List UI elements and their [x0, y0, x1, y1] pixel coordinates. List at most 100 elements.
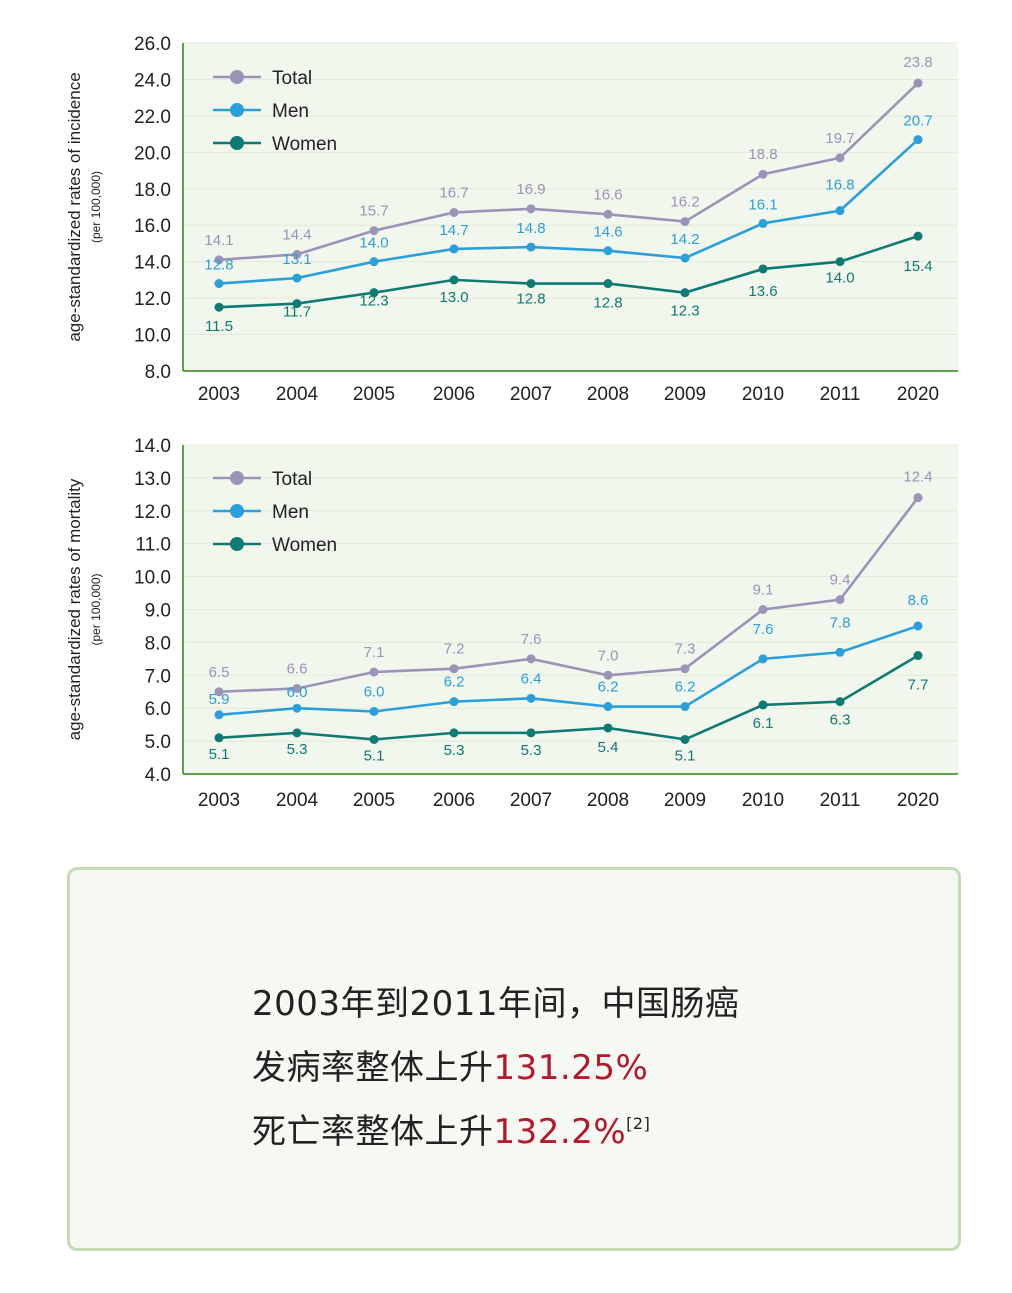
incidence-x-tick-label: 2003: [198, 384, 240, 405]
mortality-x-tick-label: 2009: [664, 790, 706, 811]
mortality-y-axis-subtitle: (per 100,000): [89, 573, 103, 645]
mortality-y-tick-label: 10.0: [134, 568, 171, 589]
mortality-legend-label-men: Men: [272, 502, 309, 523]
incidence-x-tick-label: 2006: [433, 384, 475, 405]
mortality-point-women: [449, 728, 459, 738]
incidence-data-label-men: 16.8: [825, 177, 854, 194]
mortality-x-tick-label: 2005: [353, 790, 395, 811]
incidence-point-women: [449, 275, 459, 285]
mortality-point-total: [449, 664, 459, 674]
mortality-point-total: [292, 683, 302, 693]
mortality-legend-marker-women: [230, 537, 244, 551]
incidence-point-men: [449, 244, 459, 254]
mortality-point-total: [913, 493, 923, 503]
incidence-point-men: [214, 279, 224, 289]
mortality-point-men: [369, 706, 379, 716]
mortality-legend-marker-total: [230, 471, 244, 485]
mortality-y-tick-label: 11.0: [135, 535, 171, 556]
incidence-point-total: [758, 169, 768, 179]
mortality-point-total: [835, 595, 845, 605]
incidence-x-tick-label: 2008: [587, 384, 629, 405]
mortality-y-tick-label: 6.0: [145, 699, 171, 720]
mortality-data-label-women: 7.7: [908, 677, 929, 694]
incidence-x-tick-label: 2007: [510, 384, 552, 405]
mortality-point-women: [369, 734, 379, 744]
incidence-legend-marker-men: [230, 103, 244, 117]
mortality-data-label-total: 6.6: [287, 660, 308, 677]
mortality-data-label-men: 5.9: [209, 691, 230, 708]
incidence-point-total: [835, 153, 845, 163]
mortality-point-men: [680, 702, 690, 712]
mortality-data-label-men: 7.8: [830, 614, 851, 631]
mortality-point-men: [449, 697, 459, 707]
incidence-point-men: [526, 242, 536, 252]
mortality-x-tick-label: 2020: [897, 790, 939, 811]
mortality-data-label-men: 6.2: [598, 679, 619, 696]
incidence-y-tick-label: 22.0: [134, 107, 171, 128]
summary-line-1: 2003年到2011年间，中国肠癌: [252, 976, 740, 1025]
incidence-series-line-women: [218, 234, 919, 309]
incidence-point-women: [292, 299, 302, 309]
incidence-legend-label-men: Men: [272, 101, 309, 122]
incidence-data-label-women: 13.6: [748, 283, 777, 300]
mortality-point-total: [680, 664, 690, 674]
incidence-series-line-men: [218, 138, 919, 285]
incidence-point-total: [292, 249, 302, 259]
mortality-data-label-total: 7.0: [598, 647, 619, 664]
mortality-x-tick-label: 2011: [820, 790, 861, 811]
incidence-point-men: [369, 257, 379, 267]
incidence-chart-svg: 8.0 10.0 12.0 14.0 16.0 18.0 20.0 22.0 24.0 26.0 2…: [65, 34, 958, 405]
incidence-point-total: [369, 226, 379, 236]
mortality-point-women: [526, 728, 536, 738]
incidence-data-label-men: 13.1: [282, 251, 311, 268]
incidence-data-label-total: 14.1: [204, 232, 233, 249]
mortality-point-women: [680, 734, 690, 744]
mortality-data-label-women: 5.1: [675, 747, 696, 764]
mortality-legend-label-women: Women: [272, 535, 337, 556]
incidence-chart: 8.0 10.0 12.0 14.0 16.0 18.0 20.0 22.0 24.0 26.0 2…: [0, 0, 1012, 420]
mortality-point-men: [214, 710, 224, 720]
mortality-data-label-men: 6.2: [675, 679, 696, 696]
mortality-point-women: [913, 651, 923, 661]
incidence-legend-marker-total: [230, 70, 244, 84]
mortality-rise-value: 132.2%: [493, 1112, 627, 1152]
mortality-point-total: [526, 654, 536, 664]
incidence-data-label-total: 16.9: [516, 181, 545, 198]
mortality-rise-label: 死亡率整体上升: [252, 1112, 494, 1152]
mortality-point-women: [603, 723, 613, 733]
incidence-y-tick-label: 20.0: [134, 143, 171, 164]
incidence-data-label-women: 14.0: [825, 270, 854, 287]
mortality-data-label-men: 8.6: [908, 592, 929, 609]
incidence-point-men: [603, 246, 613, 256]
mortality-y-axis-title: age-standardized rates of mortality: [65, 478, 84, 740]
mortality-point-total: [214, 687, 224, 697]
mortality-data-label-women: 5.3: [287, 741, 308, 758]
mortality-data-label-total: 7.2: [444, 641, 465, 658]
mortality-series-line-women: [218, 654, 919, 741]
mortality-data-label-total: 7.3: [675, 641, 696, 658]
incidence-point-total: [526, 204, 536, 214]
incidence-data-label-men: 14.7: [439, 222, 468, 239]
incidence-point-women: [758, 264, 768, 274]
mortality-point-total: [369, 667, 379, 677]
mortality-point-women: [214, 733, 224, 743]
mortality-y-tick-label: 9.0: [145, 601, 171, 622]
mortality-data-label-total: 12.4: [903, 469, 932, 486]
summary-box: 2003年到2011年间，中国肠癌 发病率整体上升131.25% 死亡率整体上升…: [67, 867, 961, 1251]
incidence-data-label-women: 12.8: [593, 295, 622, 312]
mortality-point-men: [603, 702, 613, 712]
incidence-point-women: [835, 257, 845, 267]
incidence-point-women: [913, 231, 923, 241]
incidence-data-label-total: 16.6: [593, 186, 622, 203]
incidence-point-men: [758, 218, 768, 228]
incidence-data-label-women: 12.3: [670, 303, 699, 320]
incidence-y-axis-subtitle: (per 100,000): [89, 171, 103, 243]
incidence-point-total: [603, 209, 613, 219]
incidence-point-total: [680, 217, 690, 227]
mortality-data-label-women: 5.3: [444, 742, 465, 759]
summary-headline: 2003年到2011年间，中国肠癌: [252, 984, 740, 1024]
mortality-data-label-men: 6.0: [364, 683, 385, 700]
incidence-point-men: [292, 273, 302, 283]
incidence-plot-area: [183, 43, 958, 371]
mortality-x-tick-label: 2010: [742, 790, 784, 811]
